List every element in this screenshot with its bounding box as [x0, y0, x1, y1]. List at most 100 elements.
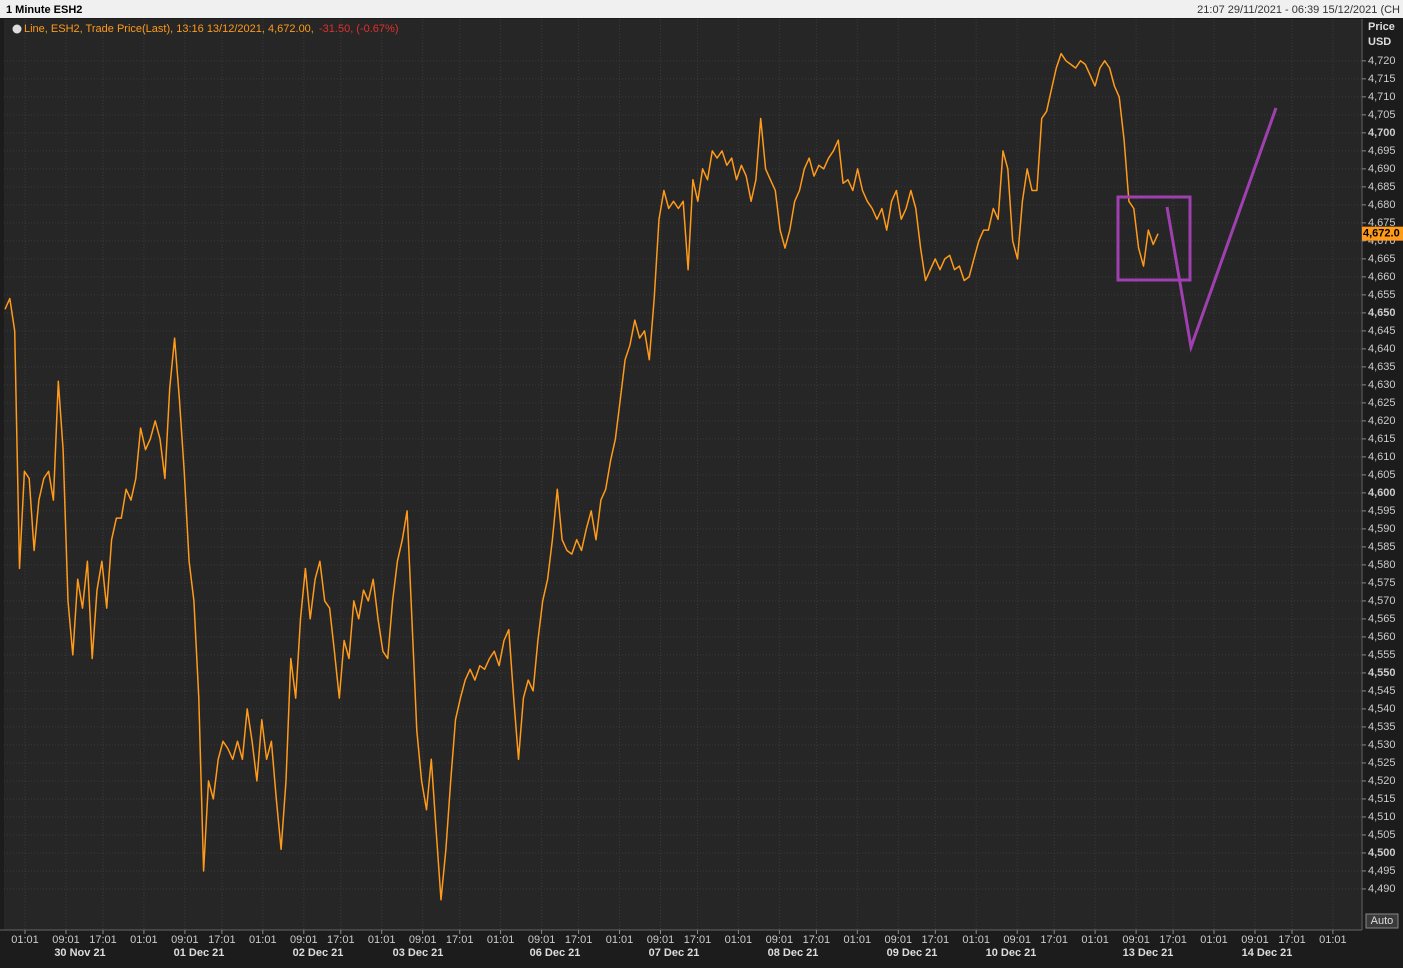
y-tick-label: 4,580	[1368, 559, 1396, 571]
auto-button-label[interactable]: Auto	[1371, 915, 1394, 927]
x-tick-label: 17:01	[1159, 934, 1187, 946]
chart-title: 1 Minute ESH2	[6, 4, 82, 16]
y-tick-label: 4,695	[1368, 145, 1396, 157]
y-tick-label: 4,505	[1368, 829, 1396, 841]
x-tick-label: 01:01	[962, 934, 990, 946]
x-tick-label: 09:01	[647, 934, 675, 946]
y-tick-label: 4,535	[1368, 721, 1396, 733]
x-tick-label: 17:01	[208, 934, 236, 946]
y-axis-label: Price	[1368, 21, 1395, 33]
date-label: 06 Dec 21	[530, 947, 581, 959]
date-label: 10 Dec 21	[986, 947, 1037, 959]
y-tick-label: 4,660	[1368, 271, 1396, 283]
y-axis-label: USD	[1368, 36, 1391, 48]
x-tick-label: 01:01	[1200, 934, 1228, 946]
y-tick-label: 4,575	[1368, 577, 1396, 589]
y-tick-label: 4,710	[1368, 91, 1396, 103]
y-tick-label: 4,600	[1368, 487, 1396, 499]
title-bar	[0, 0, 1403, 18]
x-tick-label: 09:01	[171, 934, 199, 946]
date-label: 02 Dec 21	[293, 947, 344, 959]
legend-text: Line, ESH2, Trade Price(Last), 13:16 13/…	[24, 23, 314, 35]
date-label: 03 Dec 21	[393, 947, 444, 959]
y-tick-label: 4,570	[1368, 595, 1396, 607]
y-tick-label: 4,720	[1368, 55, 1396, 67]
x-tick-label: 09:01	[885, 934, 913, 946]
x-tick-label: 01:01	[130, 934, 158, 946]
x-tick-label: 17:01	[446, 934, 474, 946]
x-tick-label: 17:01	[89, 934, 117, 946]
x-tick-label: 17:01	[327, 934, 355, 946]
x-tick-label: 17:01	[565, 934, 593, 946]
x-tick-label: 09:01	[766, 934, 794, 946]
y-tick-label: 4,680	[1368, 199, 1396, 211]
y-tick-label: 4,585	[1368, 541, 1396, 553]
x-tick-label: 09:01	[1241, 934, 1269, 946]
y-tick-label: 4,630	[1368, 379, 1396, 391]
date-label: 14 Dec 21	[1242, 947, 1293, 959]
y-tick-label: 4,690	[1368, 163, 1396, 175]
x-tick-label: 09:01	[290, 934, 318, 946]
y-tick-label: 4,645	[1368, 325, 1396, 337]
y-tick-label: 4,650	[1368, 307, 1396, 319]
x-tick-label: 17:01	[1040, 934, 1068, 946]
y-tick-label: 4,705	[1368, 109, 1396, 121]
auto-button[interactable]	[1365, 913, 1399, 929]
x-tick-label: 01:01	[249, 934, 277, 946]
y-tick-label: 4,590	[1368, 523, 1396, 535]
x-tick-label: 09:01	[1122, 934, 1150, 946]
x-tick-label: 01:01	[11, 934, 39, 946]
grid	[4, 19, 1361, 930]
y-tick-label: 4,490	[1368, 883, 1396, 895]
y-tick-label: 4,545	[1368, 685, 1396, 697]
time-range: 21:07 29/11/2021 - 06:39 15/12/2021 (CH	[1197, 4, 1400, 16]
x-tick-label: 09:01	[52, 934, 80, 946]
y-tick-label: 4,605	[1368, 469, 1396, 481]
last-price-box	[1362, 226, 1403, 241]
legend-change: -31.50, (-0.67%)	[319, 23, 398, 35]
y-tick-label: 4,555	[1368, 649, 1396, 661]
y-tick-label: 4,700	[1368, 127, 1396, 139]
x-tick-label: 01:01	[606, 934, 634, 946]
date-label: 13 Dec 21	[1123, 947, 1174, 959]
y-tick-label: 4,685	[1368, 181, 1396, 193]
y-tick-label: 4,560	[1368, 631, 1396, 643]
legend-icon	[12, 24, 22, 34]
x-tick-label: 09:01	[528, 934, 556, 946]
y-tick-label: 4,625	[1368, 397, 1396, 409]
last-price-label: 4,672.0	[1363, 228, 1400, 240]
x-tick-label: 17:01	[684, 934, 712, 946]
y-tick-label: 4,540	[1368, 703, 1396, 715]
x-tick-label: 17:01	[1278, 934, 1306, 946]
y-tick-label: 4,665	[1368, 253, 1396, 265]
y-tick-label: 4,565	[1368, 613, 1396, 625]
date-label: 08 Dec 21	[768, 947, 819, 959]
y-tick-label: 4,525	[1368, 757, 1396, 769]
y-tick-label: 4,610	[1368, 451, 1396, 463]
date-label: 01 Dec 21	[174, 947, 225, 959]
date-label: 09 Dec 21	[887, 947, 938, 959]
x-tick-label: 01:01	[487, 934, 515, 946]
x-tick-label: 01:01	[368, 934, 396, 946]
date-label: 07 Dec 21	[649, 947, 700, 959]
x-tick-label: 17:01	[922, 934, 950, 946]
x-tick-label: 01:01	[1081, 934, 1109, 946]
annotation-arrow	[1165, 107, 1278, 353]
x-tick-label: 17:01	[803, 934, 831, 946]
y-tick-label: 4,500	[1368, 847, 1396, 859]
x-tick-label: 09:01	[1003, 934, 1031, 946]
y-tick-label: 4,550	[1368, 667, 1396, 679]
marks	[4, 52, 1159, 901]
y-tick-label: 4,675	[1368, 217, 1396, 229]
y-tick-label: 4,495	[1368, 865, 1396, 877]
y-tick-label: 4,530	[1368, 739, 1396, 751]
x-tick-label: 01:01	[1319, 934, 1347, 946]
y-tick-label: 4,620	[1368, 415, 1396, 427]
date-label: 30 Nov 21	[54, 947, 105, 959]
x-tick-label: 01:01	[725, 934, 753, 946]
y-tick-label: 4,515	[1368, 793, 1396, 805]
x-tick-label: 09:01	[409, 934, 437, 946]
x-tick-label: 01:01	[844, 934, 872, 946]
y-tick-label: 4,715	[1368, 73, 1396, 85]
